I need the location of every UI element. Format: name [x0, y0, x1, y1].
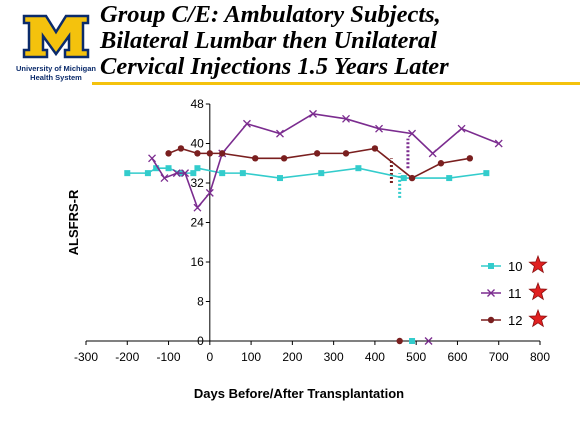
- x-axis-label: Days Before/After Transplantation: [194, 386, 404, 401]
- series-12-point: [313, 150, 321, 157]
- x-tick-label: -100: [157, 350, 181, 364]
- series-11-point: [181, 169, 190, 178]
- series-11-point: [342, 114, 350, 123]
- y-tick-label: 32: [190, 176, 204, 190]
- series-11-point: [494, 139, 503, 148]
- star-icon: [528, 254, 548, 274]
- series-12-point: [371, 145, 379, 152]
- x-tick-label: 300: [324, 350, 344, 364]
- series-11-point: [428, 149, 437, 158]
- y-tick-label: 16: [190, 255, 204, 269]
- legend-swatch-marker: [488, 263, 494, 269]
- y-tick-label: 8: [197, 295, 204, 309]
- university-logo: University of Michigan Health System: [6, 10, 96, 82]
- series-10-point: [355, 165, 362, 172]
- x-tick-label: 100: [241, 350, 261, 364]
- logo-line-2: Health System: [30, 73, 82, 82]
- series-10-post-point: [409, 338, 416, 344]
- y-tick-label: 24: [190, 216, 204, 230]
- series-11-point: [193, 203, 202, 212]
- series-12-point: [280, 155, 288, 162]
- legend-swatch-marker: [487, 289, 495, 297]
- series-11-point: [205, 188, 214, 197]
- series-11-point: [375, 124, 383, 133]
- legend-label-11: 11: [508, 286, 522, 301]
- series-12-point: [437, 160, 445, 167]
- series-11-point: [172, 169, 181, 178]
- x-tick-label: 200: [282, 350, 302, 364]
- series-11-post-point: [424, 337, 433, 345]
- series-11-point: [243, 119, 251, 128]
- series-12-point: [342, 150, 350, 157]
- series-11-point: [408, 129, 417, 138]
- series-10-point: [239, 170, 246, 177]
- block-m-icon: [22, 14, 90, 59]
- series-12-point: [165, 150, 172, 157]
- legend-label-10: 10: [508, 259, 522, 274]
- logo-line-1: University of Michigan: [15, 64, 96, 73]
- series-10-point: [276, 175, 283, 182]
- series-10-point: [219, 170, 226, 177]
- y-tick-label: 48: [190, 97, 204, 111]
- series-11-point: [148, 154, 156, 163]
- title-line-1: Group C/E: Ambulatory Subjects,: [100, 1, 441, 28]
- series-10-point: [165, 165, 172, 172]
- series-12-point: [466, 155, 474, 162]
- series-11-point: [160, 174, 169, 183]
- series-10-point: [400, 175, 407, 182]
- star-icon: [528, 281, 548, 301]
- x-tick-label: -300: [74, 350, 98, 364]
- star-icon: [528, 308, 548, 328]
- title-line-2: Bilateral Lumbar then Unilateral: [100, 27, 437, 54]
- series-11-line: [151, 113, 500, 210]
- series-11-point: [457, 124, 466, 133]
- series-12-point: [194, 150, 201, 157]
- title-line-3: Cervical Injections 1.5 Years Later: [100, 53, 449, 80]
- y-tick-label: 40: [190, 137, 204, 151]
- x-tick-label: 600: [447, 350, 467, 364]
- series-12-point: [206, 150, 214, 157]
- series-10-point: [124, 170, 131, 177]
- series-12-post-point: [396, 337, 403, 345]
- series-11-point: [309, 109, 317, 118]
- series-10-point: [194, 165, 201, 172]
- series-12-point: [408, 174, 416, 182]
- series-10-point: [153, 165, 160, 172]
- legend-swatch-marker: [487, 316, 495, 324]
- series-10-point: [483, 170, 490, 177]
- x-tick-label: 800: [530, 350, 550, 364]
- x-tick-label: -200: [115, 350, 139, 364]
- series-12-point: [219, 150, 226, 157]
- title-accent-rule: [92, 82, 580, 85]
- series-12-point: [252, 155, 259, 162]
- y-axis-label: ALSFRS-R: [66, 189, 81, 255]
- series-10-point: [446, 175, 453, 182]
- series-12-point: [177, 145, 185, 152]
- series-11-point: [276, 129, 284, 138]
- x-tick-label: 700: [489, 350, 509, 364]
- series-10-point: [318, 170, 325, 177]
- x-tick-label: 0: [206, 350, 213, 364]
- legend-label-12: 12: [508, 313, 522, 328]
- x-tick-label: 500: [406, 350, 426, 364]
- series-10-point: [190, 170, 197, 177]
- y-tick-label: 0: [197, 334, 204, 348]
- page-title: Group C/E: Ambulatory Subjects, Bilatera…: [100, 2, 570, 80]
- series-10-point: [144, 170, 151, 177]
- x-tick-label: 400: [365, 350, 385, 364]
